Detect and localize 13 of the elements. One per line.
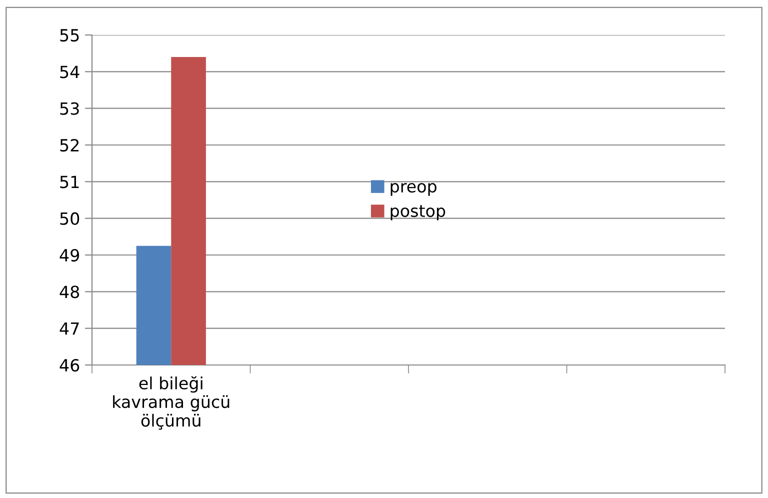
y-tick-label: 54 — [60, 66, 80, 78]
y-tick-label: 55 — [60, 29, 79, 42]
y-tick-label: 49 — [60, 248, 80, 262]
y-tick-label: 53 — [60, 102, 79, 115]
y-tick-label: 48 — [60, 286, 80, 298]
x-tick-label: el bileği kavrama gücü ölçümü — [113, 376, 230, 430]
legend-label: preop — [390, 183, 436, 196]
y-tick-label: 51 — [60, 176, 79, 188]
legend-label: postop — [390, 205, 446, 220]
y-tick-label: 46 — [60, 358, 80, 372]
y-tick-label: 52 — [60, 138, 79, 152]
y-tick-label: 47 — [60, 322, 79, 335]
y-tick-label: 50 — [60, 212, 80, 225]
